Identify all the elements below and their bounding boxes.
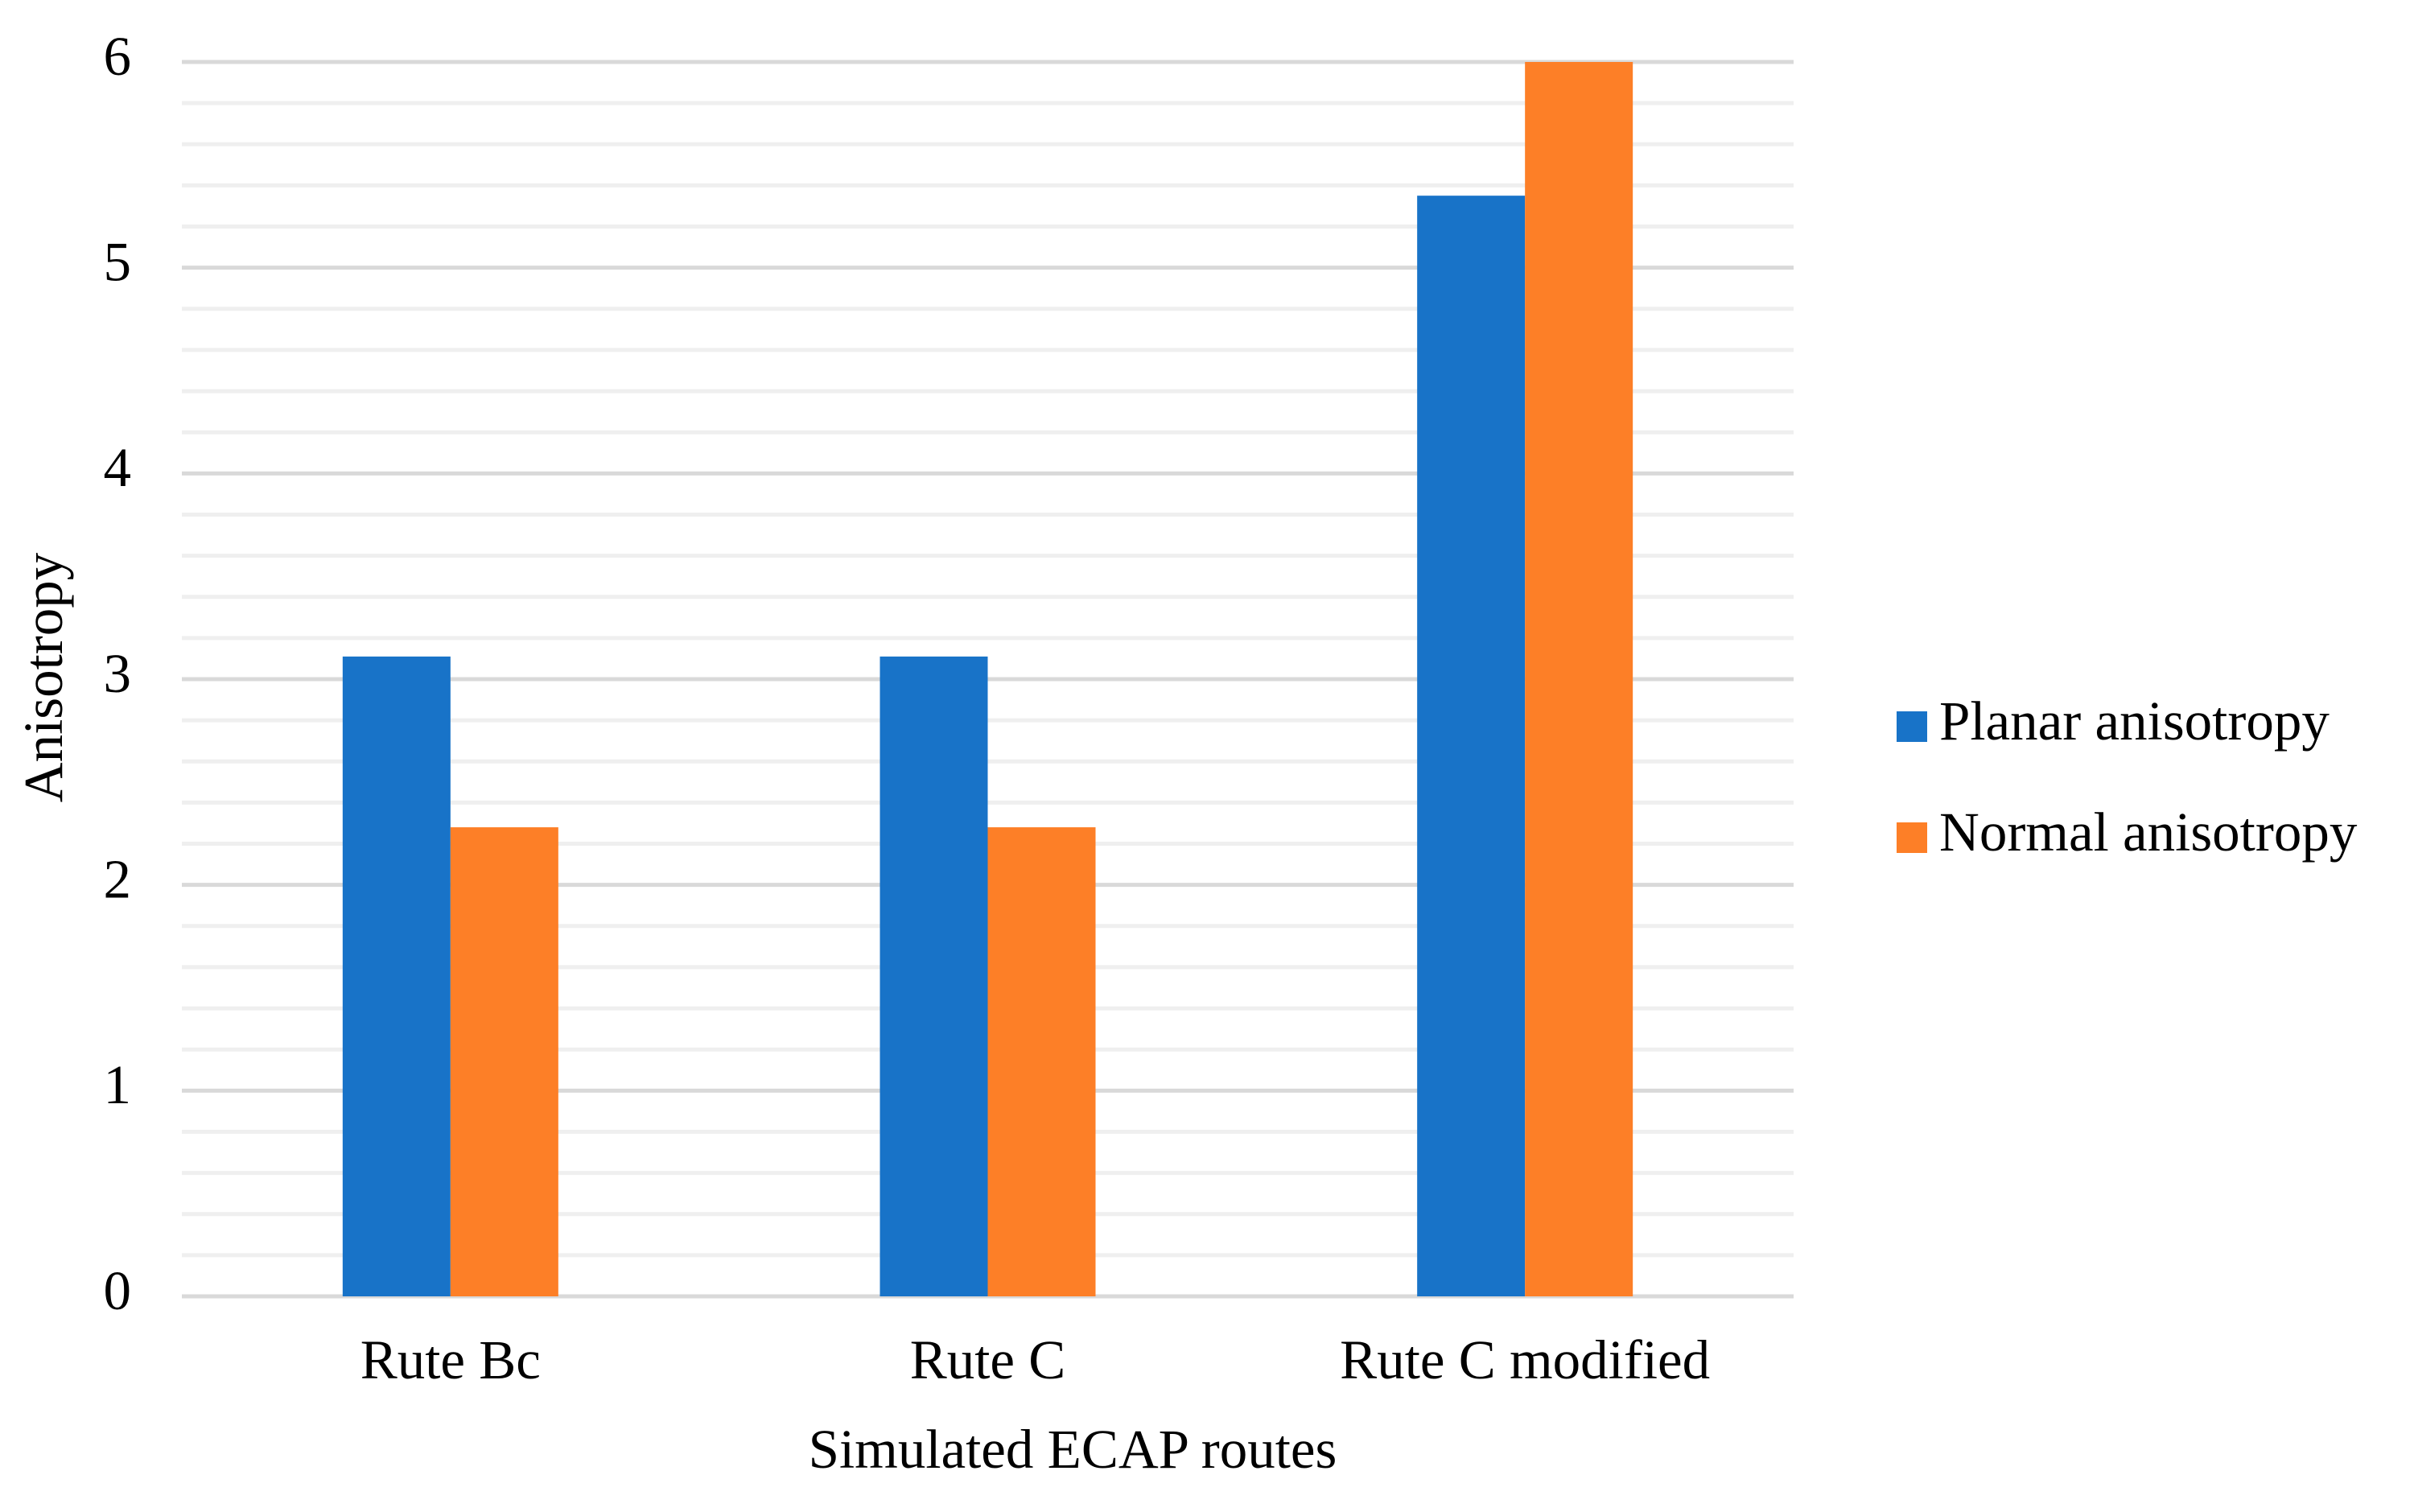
- y-tick-label: 4: [104, 437, 132, 498]
- y-tick-label: 5: [104, 231, 132, 292]
- y-tick-label: 3: [104, 643, 132, 704]
- bar: [342, 656, 451, 1296]
- legend-swatch: [1897, 711, 1927, 742]
- bar: [450, 827, 558, 1296]
- y-tick-label: 1: [104, 1054, 132, 1115]
- y-tick-label: 0: [104, 1260, 132, 1321]
- bar: [880, 656, 988, 1296]
- y-axis-title: Anisotropy: [13, 552, 74, 802]
- y-tick-label: 6: [104, 26, 132, 87]
- bar: [987, 827, 1096, 1296]
- x-tick-label: Rute C: [910, 1329, 1066, 1390]
- bar: [1417, 196, 1526, 1296]
- legend-swatch: [1897, 822, 1927, 853]
- x-tick-label: Rute C modified: [1340, 1329, 1710, 1390]
- legend-label: Planar anisotropy: [1939, 690, 2330, 752]
- bar: [1525, 62, 1633, 1296]
- y-tick-label: 2: [104, 848, 132, 909]
- legend-label: Normal anisotropy: [1939, 801, 2358, 863]
- x-axis-title: Simulated ECAP routes: [809, 1419, 1337, 1480]
- x-tick-label: Rute Bc: [360, 1329, 541, 1390]
